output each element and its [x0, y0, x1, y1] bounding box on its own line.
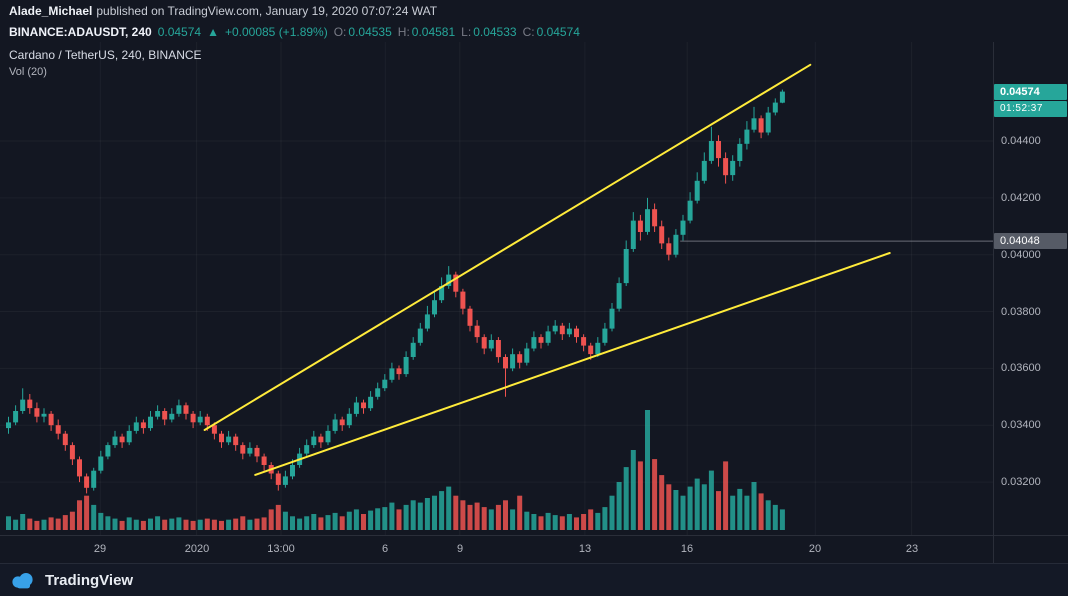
- time-axis-label: 29: [93, 543, 107, 555]
- price-tick-label: 0.03800: [1001, 306, 1041, 318]
- change-arrow-icon: ▲: [207, 25, 219, 39]
- close-label: C:: [522, 25, 535, 39]
- ohlc-low: L: 0.04533: [461, 25, 516, 39]
- ohlc-high: H: 0.04581: [398, 25, 455, 39]
- time-axis-label: 6: [381, 543, 389, 555]
- brand-name[interactable]: TradingView: [45, 571, 134, 589]
- time-axis[interactable]: 29 2020 13:00 6 9 13 16 20 23: [0, 535, 993, 563]
- time-axis-label: 16: [680, 543, 694, 555]
- price-tick-label: 0.04400: [1001, 135, 1041, 147]
- time-axis-label: 13: [578, 543, 592, 555]
- low-value: 0.04533: [473, 25, 517, 39]
- time-axis-label: 13:00: [267, 543, 295, 555]
- price-tick-label: 0.03200: [1001, 476, 1041, 488]
- price-tick-label: 0.03600: [1001, 362, 1041, 374]
- low-label: L:: [461, 25, 472, 39]
- price-axis[interactable]: 0.04574 01:52:37 0.04048 0.04400 0.04200 0…: [993, 42, 1068, 563]
- price-change: +0.00085 (+1.89%): [224, 25, 328, 39]
- last-price: 0.04574: [157, 25, 202, 39]
- footer: TradingView: [0, 563, 1068, 596]
- publisher-text: published on TradingView.com, January 19…: [96, 4, 438, 18]
- publisher-author: Alade_Michael: [9, 4, 93, 18]
- high-label: H:: [397, 25, 410, 39]
- time-axis-label: 20: [808, 543, 822, 555]
- ohlc-open: O: 0.04535: [334, 25, 392, 39]
- legend-symbol[interactable]: Cardano / TetherUS, 240, BINANCE: [9, 48, 202, 62]
- chart-region: Cardano / TetherUS, 240, BINANCE Vol (20…: [0, 42, 1068, 563]
- high-value: 0.04581: [411, 25, 456, 39]
- legend-volume-indicator[interactable]: Vol (20): [9, 66, 47, 78]
- publisher-bar: Alade_Michael published on TradingView.c…: [0, 0, 1068, 22]
- last-price-tag: 0.04574: [994, 84, 1067, 100]
- tradingview-cloud-logo-icon[interactable]: [10, 572, 37, 589]
- price-tick-label: 0.04000: [1001, 249, 1041, 261]
- open-value: 0.04535: [348, 25, 392, 39]
- price-tick-label: 0.04200: [1001, 192, 1041, 204]
- time-axis-label: 23: [905, 543, 919, 555]
- chart-legend[interactable]: Cardano / TetherUS, 240, BINANCE Vol (20…: [9, 47, 202, 81]
- price-level-tag: 0.04048: [994, 233, 1067, 249]
- open-label: O:: [333, 25, 347, 39]
- symbol-bar: BINANCE:ADAUSDT, 240 0.04574 ▲ +0.00085 …: [0, 22, 1068, 42]
- chart-canvas[interactable]: [0, 42, 993, 535]
- close-value: 0.04574: [536, 25, 580, 39]
- symbol-title: BINANCE:ADAUSDT, 240: [9, 25, 152, 39]
- bar-countdown-tag: 01:52:37: [994, 101, 1067, 117]
- time-axis-label: 9: [456, 543, 464, 555]
- ohlc-close: C: 0.04574: [523, 25, 580, 39]
- price-tick-label: 0.03400: [1001, 419, 1041, 431]
- chart-pane[interactable]: Cardano / TetherUS, 240, BINANCE Vol (20…: [0, 42, 993, 563]
- time-axis-label: 2020: [184, 543, 210, 555]
